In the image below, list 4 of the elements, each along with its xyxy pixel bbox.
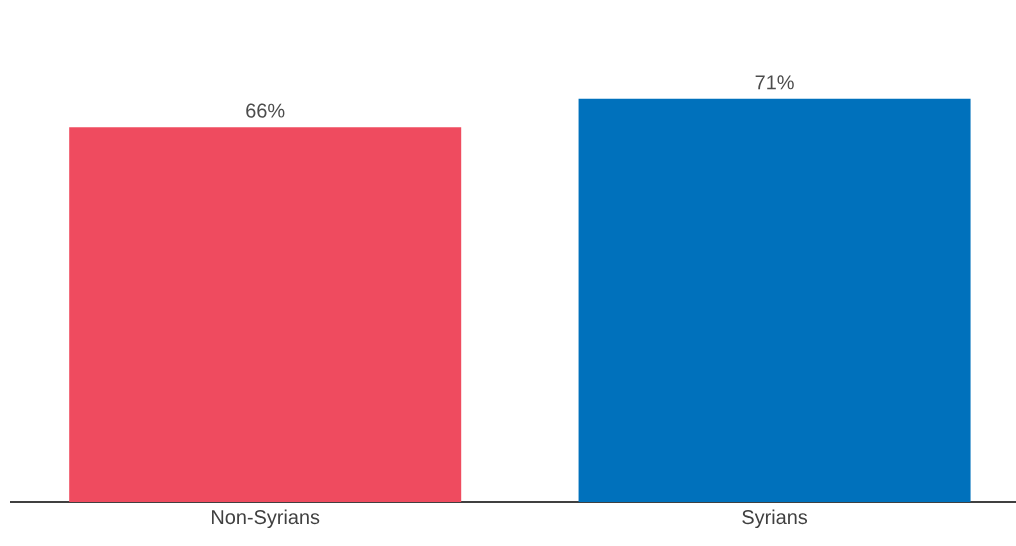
x-tick-label: Non-Syrians: [212, 509, 320, 529]
x-tick-label: Syrians: [742, 509, 808, 529]
data-label: 71%: [755, 75, 794, 90]
data-label: 66%: [246, 103, 285, 118]
